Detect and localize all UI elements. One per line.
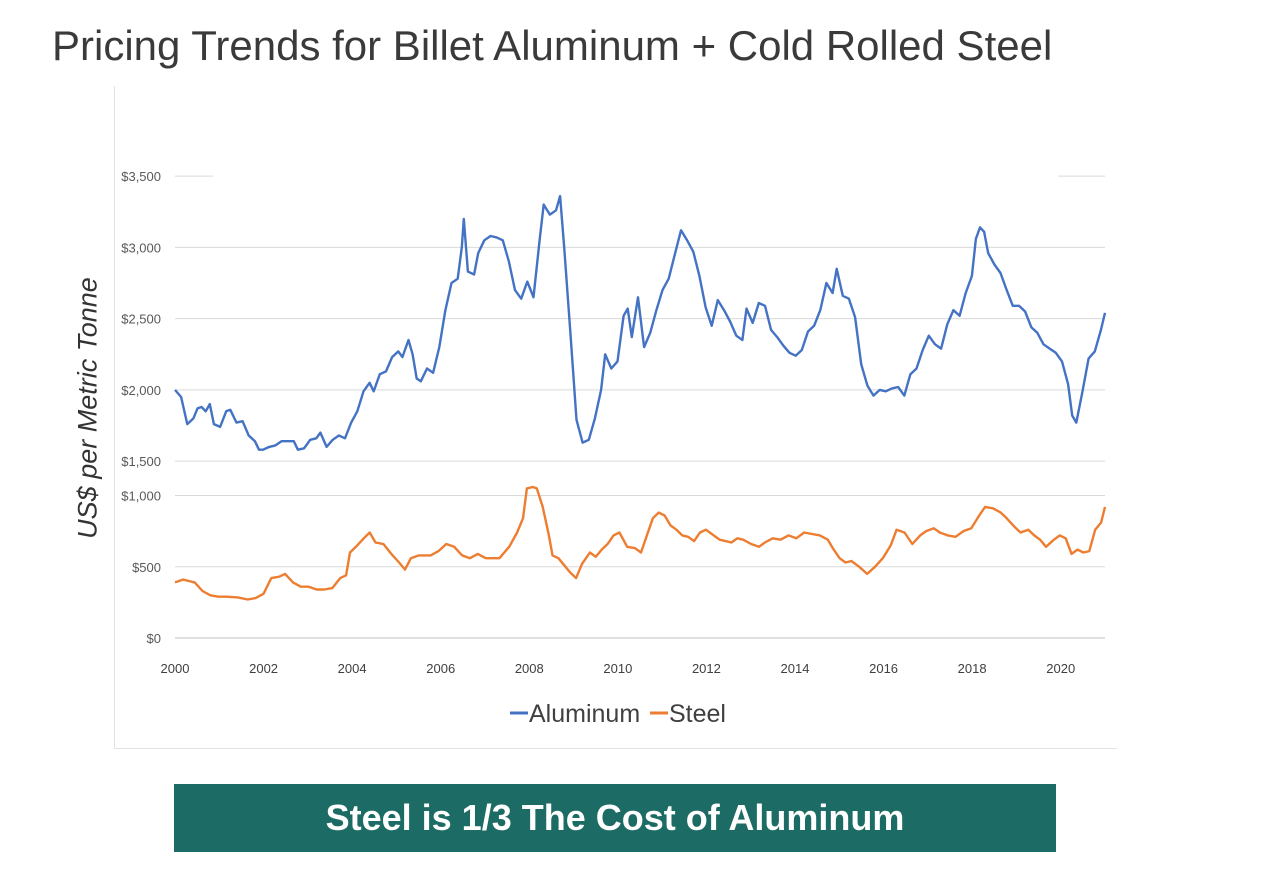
y-tick-label: $2,000 (121, 383, 161, 398)
y-tick-label: $0 (147, 631, 161, 646)
series-line-aluminum (174, 194, 1107, 451)
x-tick-label: 2014 (781, 661, 810, 676)
series-line-steel (174, 485, 1107, 601)
y-tick-label: $1,500 (121, 454, 161, 469)
y-tick-label: $500 (132, 560, 161, 575)
x-tick-label: 2002 (249, 661, 278, 676)
gridlines (175, 175, 1105, 639)
x-tick-label: 2020 (1046, 661, 1075, 676)
slide-title: Pricing Trends for Billet Aluminum + Col… (52, 22, 1053, 69)
legend-label-aluminum: Aluminum (529, 700, 640, 728)
y-tick-labels: $0 $500 $1,000 $1,500 $2,000 $2,500 $3,000 $3,5… (121, 169, 161, 646)
y-tick-label: $3,500 (121, 169, 161, 184)
chart-frame (114, 86, 1117, 749)
x-tick-labels: 2000 2002 2004 2006 2008 2010 2012 2014 2016 2018… (161, 661, 1076, 676)
x-tick-label: 2006 (426, 661, 455, 676)
x-tick-label: 2008 (515, 661, 544, 676)
y-tick-label: $3,000 (121, 240, 161, 255)
series-lines (174, 194, 1107, 601)
y-tick-label: $1,000 (121, 489, 161, 504)
x-tick-label: 2010 (603, 661, 632, 676)
x-tick-label: 2018 (958, 661, 987, 676)
legend-label-steel: Steel (669, 700, 726, 728)
x-tick-label: 2012 (692, 661, 721, 676)
x-tick-label: 2000 (161, 661, 190, 676)
x-tick-label: 2016 (869, 661, 898, 676)
y-tick-label: $2,500 (121, 312, 161, 327)
legend: Aluminum Steel (510, 700, 726, 728)
x-tick-label: 2004 (338, 661, 367, 676)
key-takeaway-banner: Steel is 1/3 The Cost of Aluminum (174, 784, 1056, 852)
